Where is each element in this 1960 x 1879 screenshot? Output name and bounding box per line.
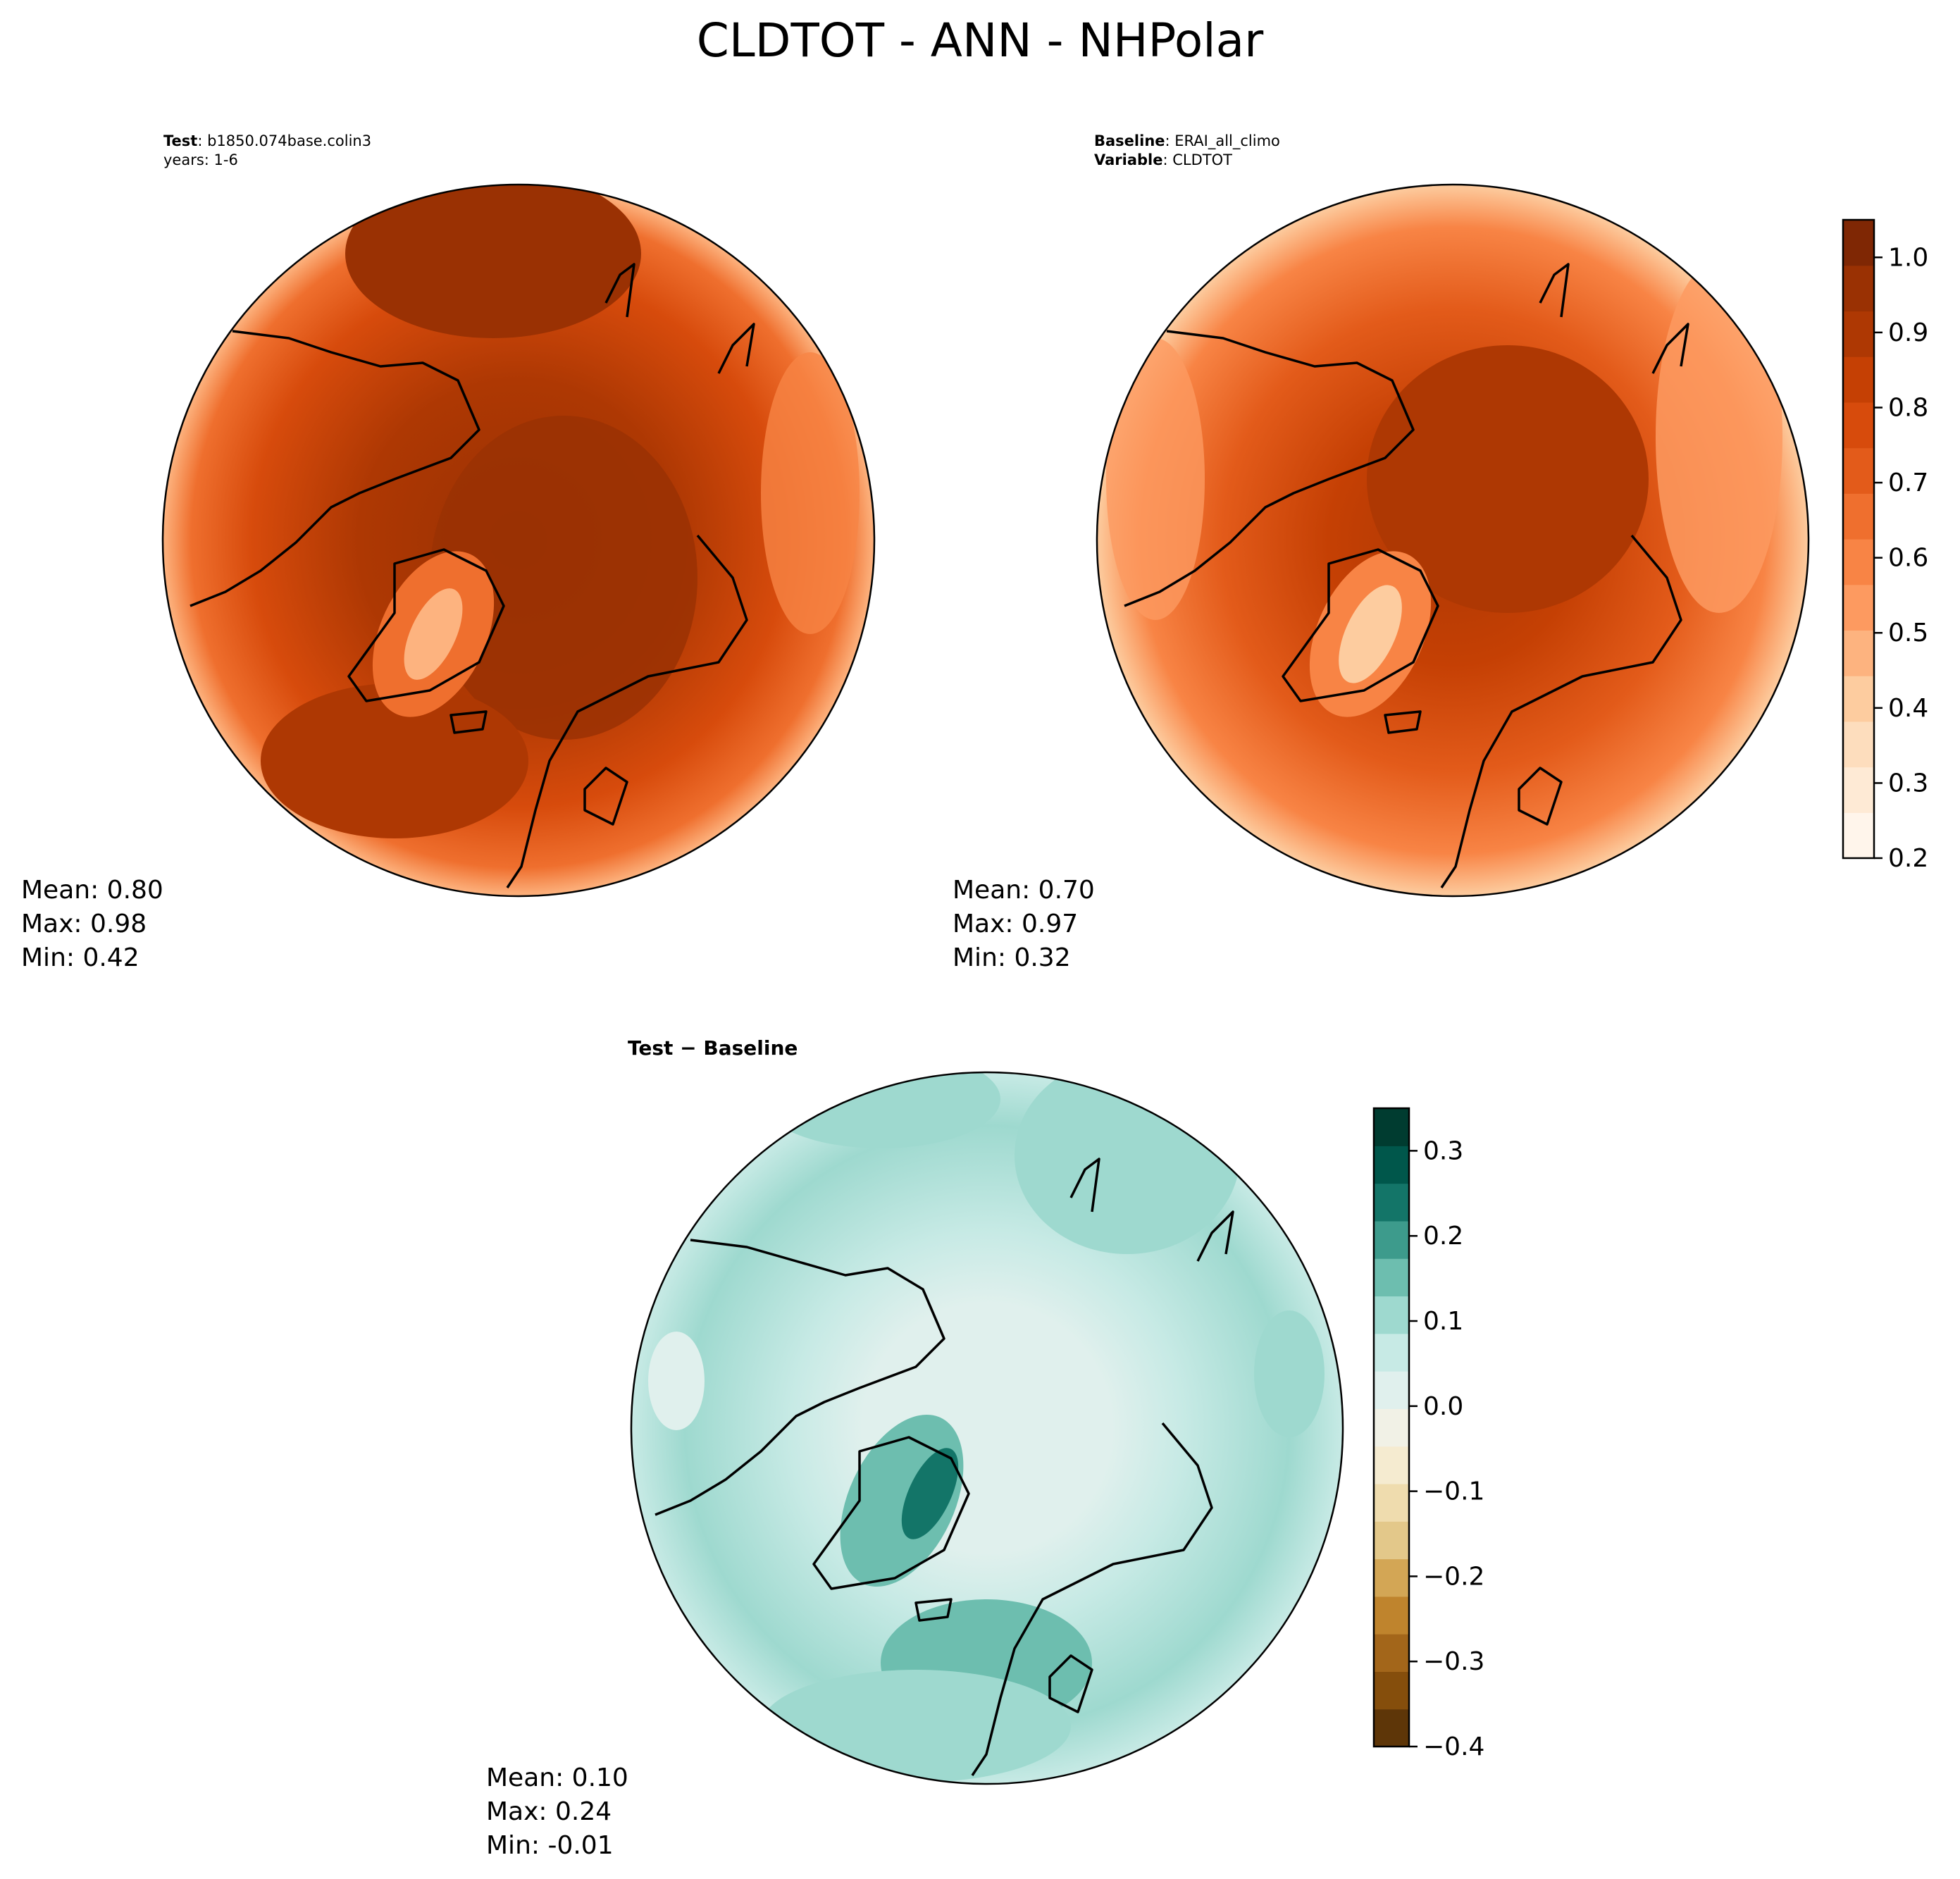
stats-diff-max: Max: 0.24 [486, 1797, 612, 1826]
panel-test-header-line1: Test: b1850.074base.colin3 [163, 132, 371, 149]
stats-baseline-mean: Mean: 0.70 [953, 876, 1095, 905]
colorbar-top-frame [1842, 218, 1875, 860]
colorbar-top-segment [1843, 356, 1874, 403]
panel-baseline-header-line2: Variable: CLDTOT [1094, 151, 1232, 168]
colorbar-top-segment [1843, 539, 1874, 585]
map-test-boundary [161, 183, 876, 898]
map-diff-boundary [630, 1071, 1344, 1785]
colorbar-diff-segment [1374, 1371, 1409, 1409]
stats-diff-mean: Mean: 0.10 [486, 1763, 628, 1792]
colorbar-diff-segment [1374, 1408, 1409, 1447]
colorbar-diff-tick-label: −0.4 [1423, 1732, 1484, 1761]
map-diff-region-north [761, 1072, 1000, 1148]
colorbar-top-tick-label: 0.4 [1888, 694, 1928, 723]
map-test [163, 185, 874, 896]
colorbar-diff-segment [1374, 1634, 1409, 1673]
colorbar-top-segment [1843, 402, 1874, 449]
colorbar-top-segment [1843, 676, 1874, 722]
stats-test-max: Max: 0.98 [21, 910, 147, 938]
colorbar-diff-segment [1374, 1521, 1409, 1560]
colorbar-top-segment [1843, 584, 1874, 631]
map-diff-region-northeast [1015, 1072, 1240, 1254]
colorbar-diff-tick-label: −0.1 [1423, 1477, 1484, 1506]
colorbar-top-segment [1843, 721, 1874, 768]
map-baseline-coastlines [1124, 263, 1689, 888]
colorbar-diff-tick-label: 0.0 [1423, 1392, 1463, 1421]
colorbar-diff-segment [1374, 1333, 1409, 1372]
panel-diff: Test − Baseline Mean: 0.10 Max: 0 [486, 1036, 1344, 1860]
colorbar-diff-frame [1372, 1107, 1410, 1748]
map-baseline-region-east [1656, 261, 1782, 613]
panel-test: Test: b1850.074base.colin3 years: 1-6 Me… [21, 132, 876, 972]
map-test-region-greenland-core [404, 588, 463, 680]
colorbar-top-tick-label: 0.5 [1888, 619, 1928, 647]
colorbar-top-tick-label: 0.9 [1888, 318, 1928, 347]
colorbar-top-segment [1843, 311, 1874, 357]
map-test-region-north [345, 185, 641, 338]
colorbar-top-segment [1843, 767, 1874, 813]
map-test-region-pole [430, 416, 697, 740]
colorbar-diff-segment [1374, 1483, 1409, 1522]
colorbar-top-segment [1843, 220, 1874, 266]
colorbar-top-segment [1843, 630, 1874, 676]
colorbar-top-tick-label: 0.8 [1888, 393, 1928, 422]
map-diff-region-east [1254, 1310, 1325, 1437]
colorbar-diff-segment [1374, 1709, 1409, 1747]
colorbar-top-tick-label: 1.0 [1888, 243, 1928, 272]
colorbar-diff-tick-label: 0.1 [1423, 1307, 1463, 1336]
colorbar-diff-tick-label: −0.2 [1423, 1562, 1484, 1591]
colorbar-diff-segment [1374, 1146, 1409, 1184]
map-baseline-region-west [1106, 338, 1205, 620]
colorbar-diff-tick-label: 0.3 [1423, 1136, 1463, 1165]
colorbar-top-tick-label: 0.2 [1888, 844, 1928, 873]
stats-baseline-max: Max: 0.97 [953, 910, 1078, 938]
colorbar-diff-segment [1374, 1446, 1409, 1484]
colorbar-diff-segment [1374, 1258, 1409, 1297]
map-diff [631, 1072, 1343, 1784]
panel-test-header-line2: years: 1-6 [163, 151, 238, 168]
stats-baseline-min: Min: 0.32 [953, 943, 1071, 972]
map-test-region-asia [761, 352, 860, 634]
colorbar-diff-segment [1374, 1183, 1409, 1222]
colorbar-top: 0.2 0.3 0.4 0.5 0.6 0.7 0.8 0.9 1.0 [1842, 218, 1928, 873]
colorbar-top-tick-label: 0.6 [1888, 544, 1928, 573]
figure-title: CLDTOT - ANN - NHPolar [697, 13, 1264, 68]
colorbar-diff-segment [1374, 1108, 1409, 1146]
map-test-region-atlantic [261, 683, 528, 838]
panel-baseline-header-line1: Baseline: ERAI_all_climo [1094, 132, 1280, 150]
colorbar-top-tick-label: 0.3 [1888, 769, 1928, 798]
stats-test-min: Min: 0.42 [21, 943, 139, 972]
colorbar-diff: −0.4 −0.3 −0.2 −0.1 0.0 0.1 0.2 0.3 [1372, 1107, 1484, 1761]
stats-test-mean: Mean: 0.80 [21, 876, 163, 905]
colorbar-top-tick-label: 0.7 [1888, 469, 1928, 497]
colorbar-diff-tick-label: 0.2 [1423, 1222, 1463, 1251]
colorbar-diff-tick-label: −0.3 [1423, 1647, 1484, 1676]
colorbar-top-segment [1843, 447, 1874, 494]
colorbar-diff-segment [1374, 1596, 1409, 1635]
map-baseline-region-greenland-core [1339, 585, 1402, 683]
map-test-coastlines [190, 263, 755, 888]
colorbar-top-segment [1843, 493, 1874, 540]
colorbar-diff-segment [1374, 1220, 1409, 1259]
map-diff-region-west [648, 1332, 705, 1430]
panel-diff-header: Test − Baseline [628, 1036, 798, 1060]
colorbar-top-segment [1843, 265, 1874, 312]
colorbar-top-segment [1843, 812, 1874, 859]
map-diff-region-greenland-core [901, 1448, 959, 1539]
map-baseline [1097, 185, 1809, 896]
map-baseline-region-pole [1367, 345, 1649, 613]
colorbar-diff-segment [1374, 1558, 1409, 1597]
colorbar-diff-segment [1374, 1671, 1409, 1710]
colorbar-diff-segment [1374, 1296, 1409, 1334]
stats-diff-min: Min: -0.01 [486, 1831, 614, 1860]
map-diff-region-south [761, 1670, 1071, 1782]
panel-baseline: Baseline: ERAI_all_climo Variable: CLDTO… [953, 132, 1810, 972]
map-baseline-boundary [1096, 183, 1810, 898]
map-diff-coastlines [655, 1158, 1234, 1776]
